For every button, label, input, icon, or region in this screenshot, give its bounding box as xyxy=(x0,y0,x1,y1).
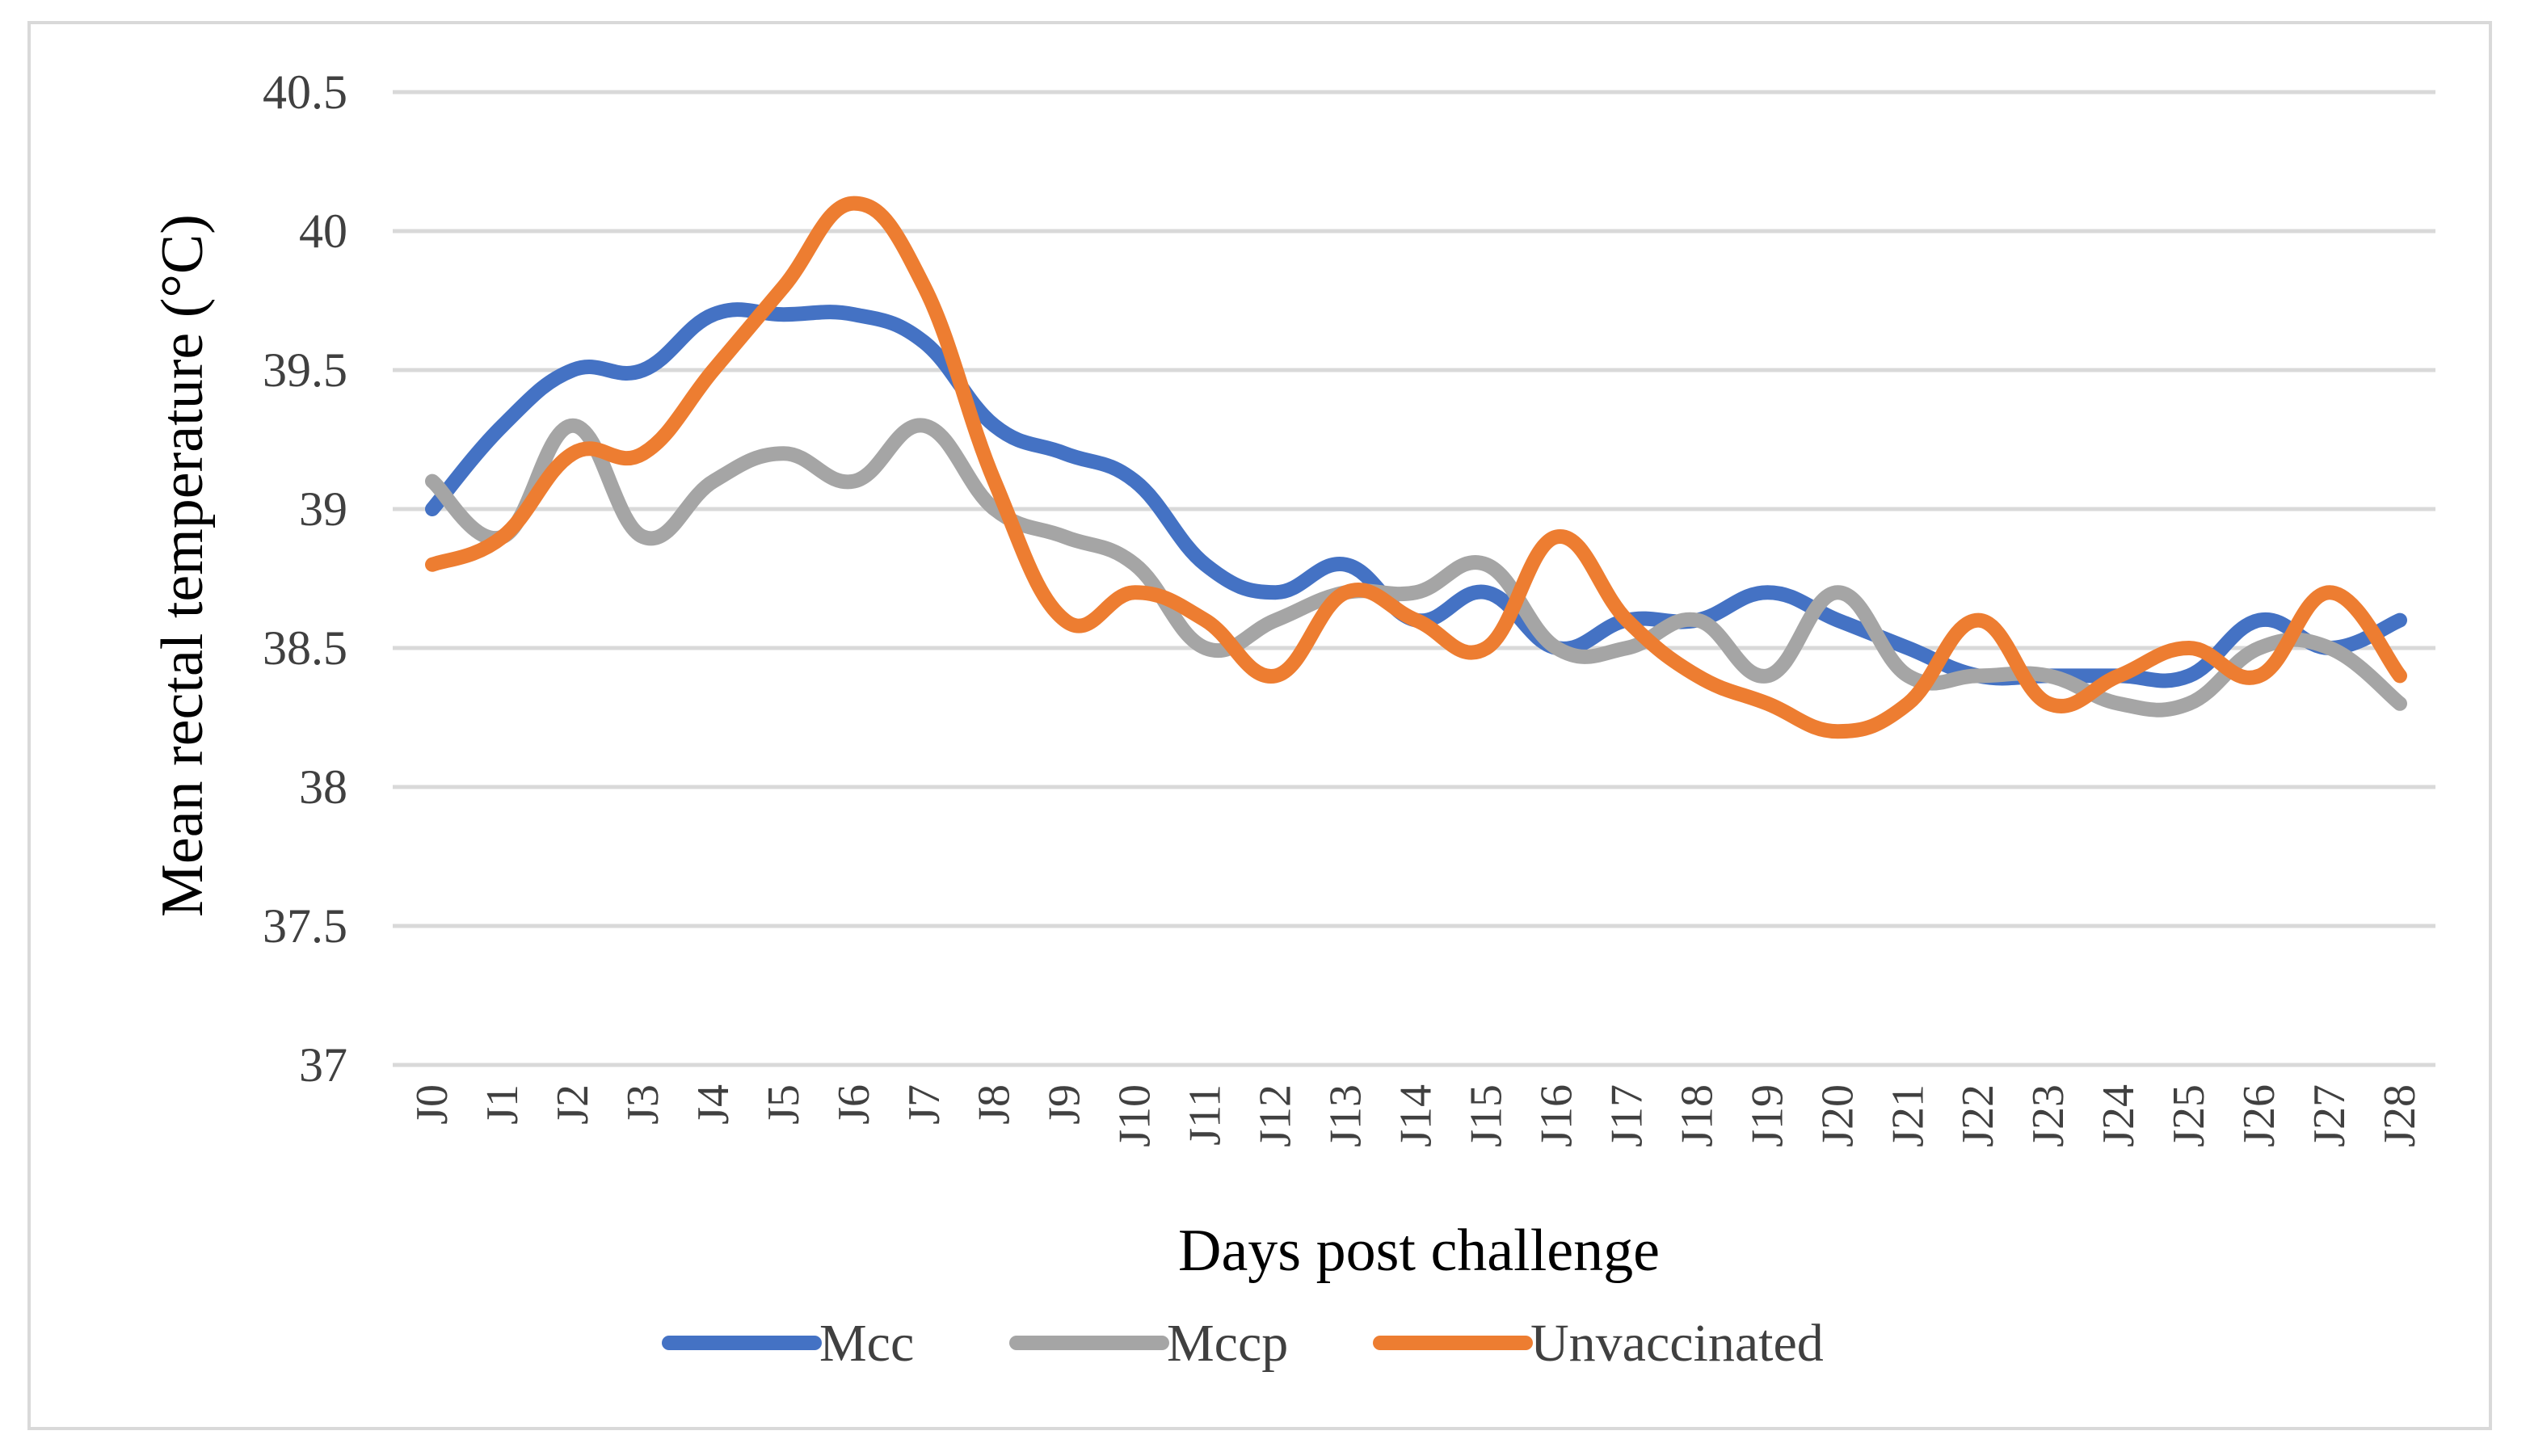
x-tick-label: J9 xyxy=(1040,1084,1090,1125)
x-axis-ticks: J0 J1 J2 J3 J4 J5 J6 J7 J8 J9 J10 J11 J12 J13 J14 J15 J1… xyxy=(407,1084,2425,1147)
x-tick-label: J2 xyxy=(548,1084,598,1125)
x-tick-label: J21 xyxy=(1883,1084,1933,1147)
x-tick-label: J10 xyxy=(1110,1084,1160,1147)
x-tick-label: J14 xyxy=(1391,1084,1442,1147)
x-tick-label: J7 xyxy=(899,1084,949,1125)
y-tick-label: 37 xyxy=(299,1038,347,1092)
x-tick-label: J16 xyxy=(1531,1084,1581,1147)
x-tick-label: J23 xyxy=(2023,1084,2073,1147)
y-tick-label: 38 xyxy=(299,760,347,814)
legend-label-mccp: Mccp xyxy=(1167,1314,1288,1373)
gridlines xyxy=(393,90,2435,1067)
legend-label-unvaccinated: Unvaccinated xyxy=(1530,1314,1824,1373)
legend-label-mcc: Mcc xyxy=(819,1314,914,1373)
y-axis-ticks: 37 37.5 38 38.5 39 39.5 40 40.5 xyxy=(263,65,347,1092)
x-tick-label: J17 xyxy=(1602,1084,1652,1147)
y-tick-label: 40 xyxy=(299,204,347,258)
legend: Mcc Mccp Unvaccinated xyxy=(662,1314,1824,1373)
x-tick-label: J12 xyxy=(1251,1084,1301,1147)
x-tick-label: J19 xyxy=(1742,1084,1792,1147)
y-tick-label: 39.5 xyxy=(263,343,347,397)
y-tick-label: 40.5 xyxy=(263,65,347,119)
x-tick-label: J24 xyxy=(2094,1084,2144,1147)
x-tick-label: J6 xyxy=(829,1084,879,1125)
x-tick-label: J8 xyxy=(970,1084,1020,1125)
y-axis-title: Mean rectal temperature (°C) xyxy=(149,214,216,917)
x-tick-label: J13 xyxy=(1321,1084,1371,1147)
x-tick-label: J25 xyxy=(2164,1084,2214,1147)
y-tick-label: 38.5 xyxy=(263,621,347,675)
x-tick-label: J18 xyxy=(1672,1084,1722,1147)
series-lines xyxy=(425,196,2407,739)
x-axis-title: Days post challenge xyxy=(1178,1218,1660,1284)
x-tick-label: J0 xyxy=(407,1084,457,1125)
x-tick-label: J3 xyxy=(618,1084,668,1125)
series-line-unvaccinated xyxy=(425,196,2407,739)
x-tick-label: J4 xyxy=(688,1084,739,1125)
x-tick-label: J22 xyxy=(1953,1084,2003,1147)
x-tick-label: J27 xyxy=(2305,1084,2355,1147)
y-tick-label: 37.5 xyxy=(263,899,347,953)
x-tick-label: J15 xyxy=(1461,1084,1511,1147)
series-line-mccp xyxy=(425,418,2407,717)
x-tick-label: J28 xyxy=(2375,1084,2425,1147)
x-tick-label: J11 xyxy=(1181,1084,1231,1146)
y-tick-label: 39 xyxy=(299,482,347,536)
x-tick-label: J20 xyxy=(1812,1084,1863,1147)
chart-frame xyxy=(27,21,2492,1430)
x-tick-label: J5 xyxy=(759,1084,809,1125)
x-tick-label: J1 xyxy=(478,1084,528,1125)
x-tick-label: J26 xyxy=(2234,1084,2284,1147)
